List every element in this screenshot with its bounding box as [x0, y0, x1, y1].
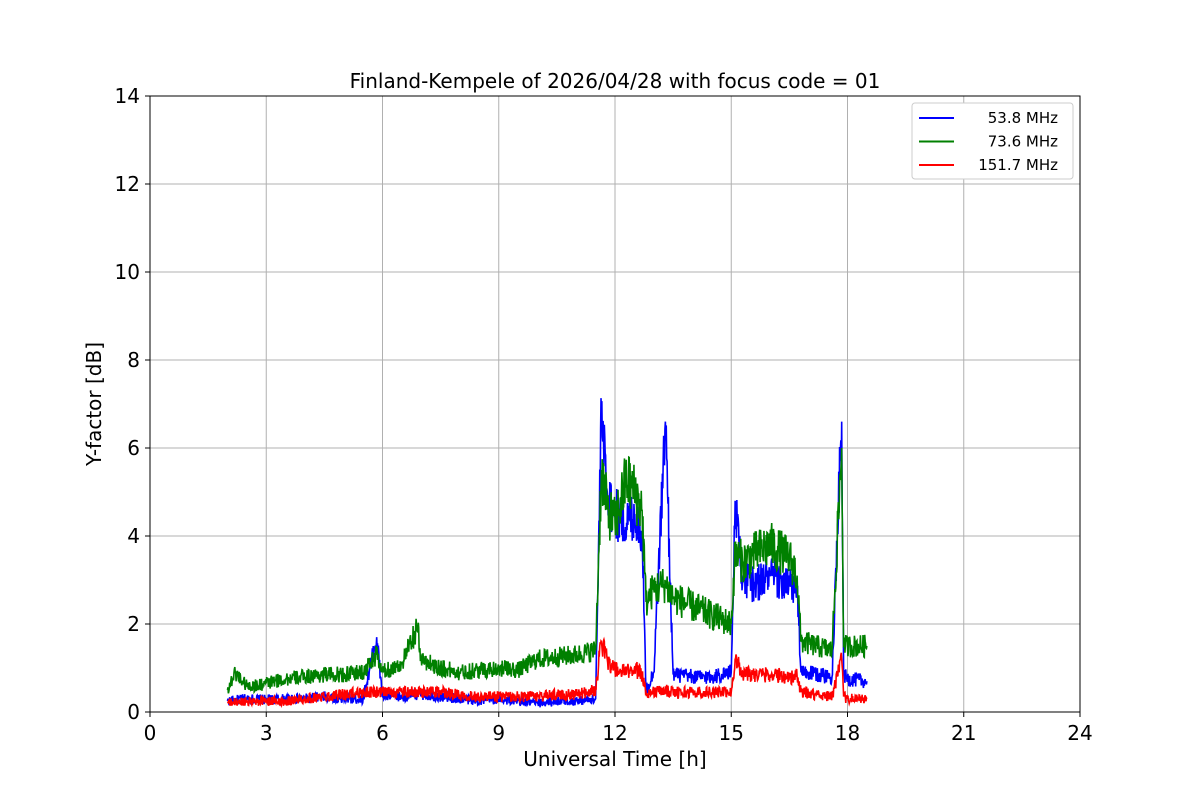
legend-label: 73.6 MHz	[988, 133, 1058, 151]
legend: 53.8 MHz 73.6 MHz 151.7 MHz	[911, 102, 1074, 180]
x-tick-label: 18	[835, 721, 860, 745]
legend-label: 151.7 MHz	[978, 156, 1058, 174]
series-line-2	[226, 447, 868, 695]
chart-title: Finland-Kempele of 2026/04/28 with focus…	[350, 69, 881, 93]
x-axis-label: Universal Time [h]	[523, 747, 706, 771]
x-tick-label: 24	[1067, 721, 1092, 745]
y-tick-label: 12	[115, 172, 140, 196]
y-tick-label: 0	[127, 700, 140, 724]
y-tick-label: 14	[115, 84, 140, 108]
y-tick-label: 2	[127, 612, 140, 636]
y-tick-label: 6	[127, 436, 140, 460]
y-axis-label: Y-factor [dB]	[82, 342, 106, 467]
series-line-1	[226, 398, 868, 708]
x-tick-label: 12	[602, 721, 627, 745]
x-tick-label: 21	[951, 721, 976, 745]
y-tick-label: 4	[127, 524, 140, 548]
x-tick-label: 6	[376, 721, 389, 745]
series-layer	[226, 398, 868, 709]
x-tick-label: 15	[719, 721, 744, 745]
series-line-3	[226, 636, 868, 709]
x-tick-label: 3	[260, 721, 273, 745]
y-tick-label: 10	[115, 260, 140, 284]
legend-label: 53.8 MHz	[988, 109, 1058, 127]
x-tick-label: 9	[492, 721, 505, 745]
x-tick-label: 0	[144, 721, 157, 745]
legend-box	[911, 102, 1074, 180]
y-tick-label: 8	[127, 348, 140, 372]
